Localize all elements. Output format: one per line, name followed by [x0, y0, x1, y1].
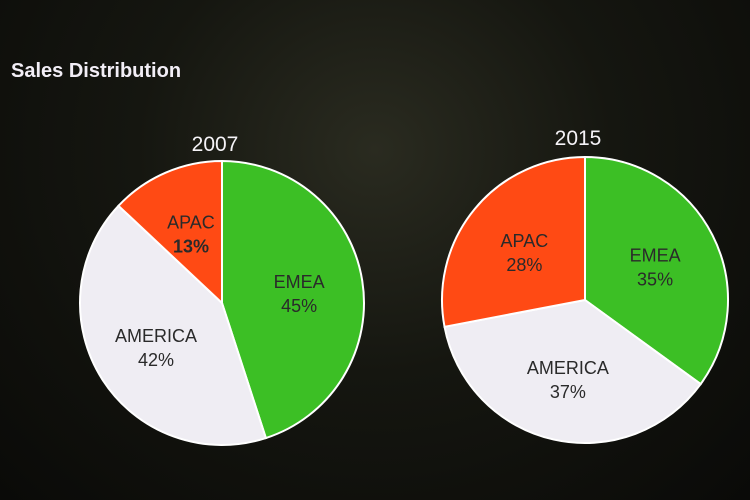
pie-slice-emea — [221, 159, 365, 440]
slice-value-america: 37% — [550, 382, 586, 402]
pie-slice-america — [79, 204, 268, 446]
chart-title-2007: 2007 — [191, 133, 239, 156]
slice-label-america: AMERICA — [527, 358, 609, 378]
slice-label-apac: APAC — [167, 212, 215, 232]
slice-value-emea: 35% — [637, 269, 673, 289]
slice-label-emea: EMEA — [274, 272, 325, 292]
slice-label-emea: EMEA — [630, 245, 681, 265]
page-title: Sales Distribution — [11, 60, 182, 82]
pie-slice-apac — [441, 155, 586, 328]
slice-value-emea: 45% — [281, 296, 317, 316]
chart-title-2015: 2015 — [554, 127, 602, 150]
pie-slice-emea — [584, 155, 729, 386]
slice-value-apac: 13% — [173, 236, 209, 256]
slice-label-america: AMERICA — [115, 326, 197, 346]
slice-value-america: 42% — [138, 350, 174, 370]
pie-slice-america — [443, 298, 703, 444]
pie-slice-apac — [117, 159, 223, 306]
slice-label-apac: APAC — [501, 231, 549, 251]
slice-value-apac: 28% — [506, 255, 542, 275]
